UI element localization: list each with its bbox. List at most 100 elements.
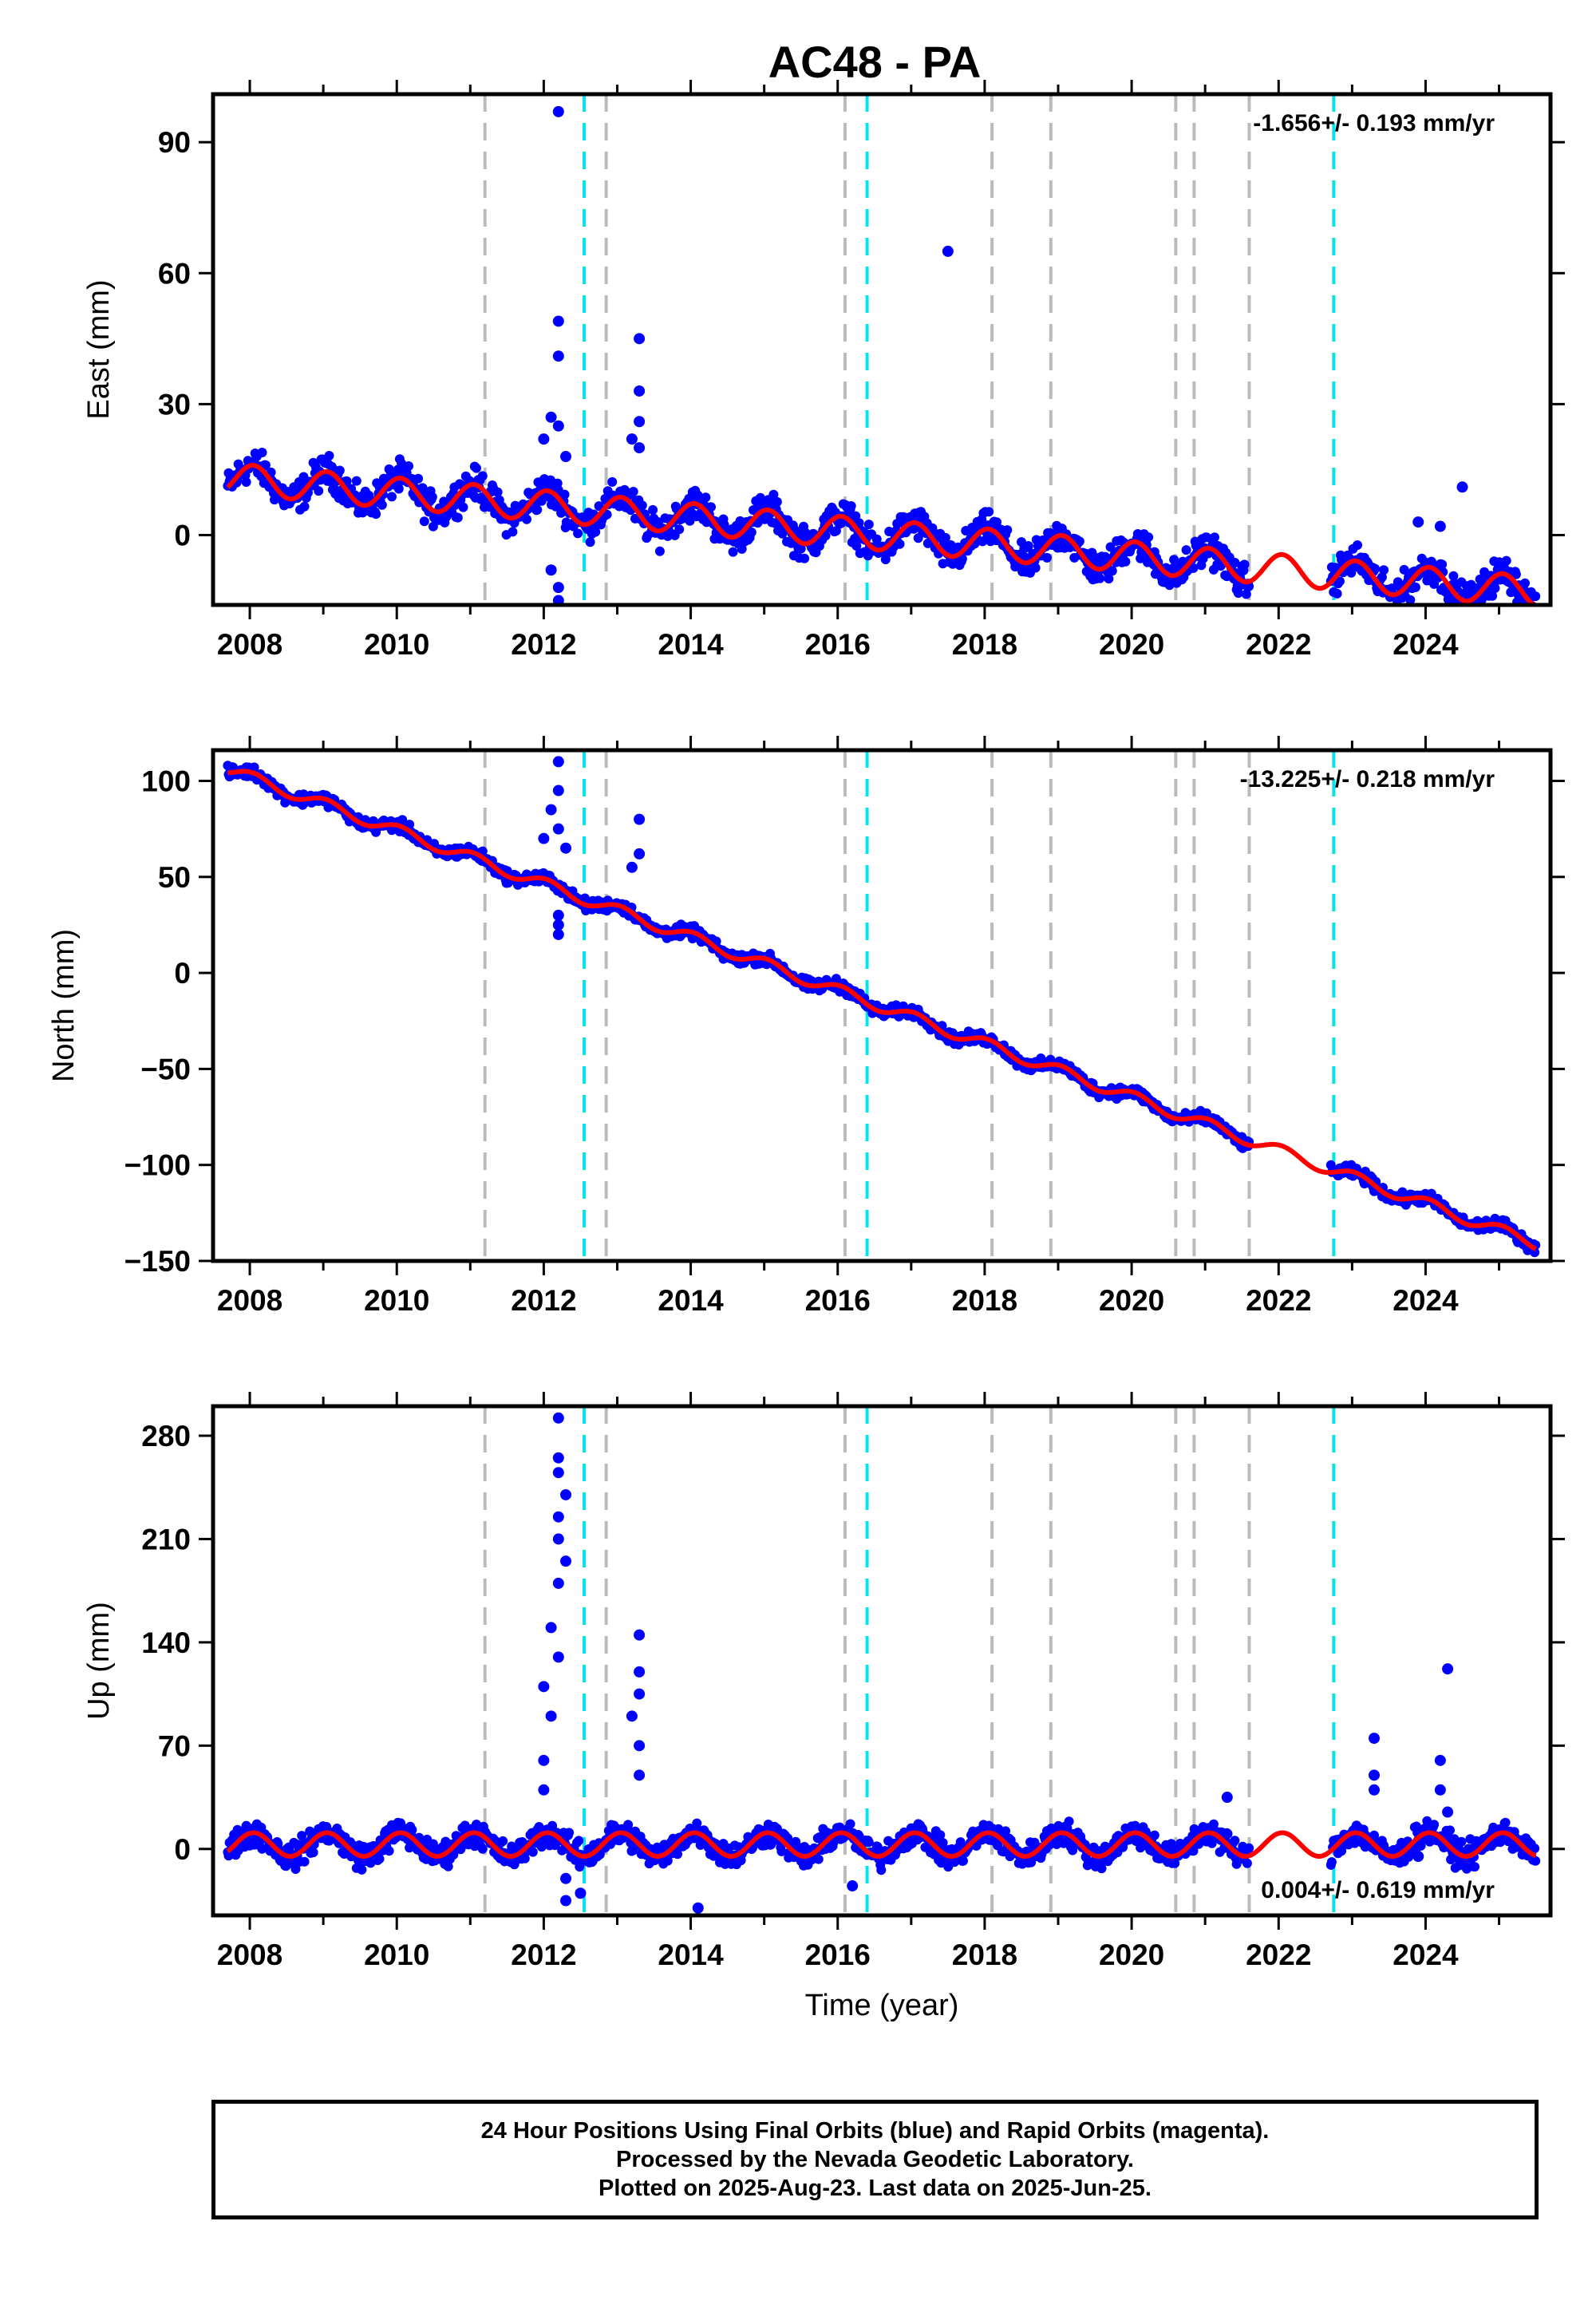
data-point [1332,588,1342,599]
data-point [573,528,583,539]
velocity-annotation: -13.225+/- 0.218 mm/yr [1240,766,1495,792]
x-tick-label: 2020 [1099,1284,1164,1317]
data-point [1002,525,1013,536]
data-point [1120,556,1131,567]
data-point [938,1838,948,1848]
outlier-point [692,1902,704,1914]
data-point [1188,1846,1199,1856]
outlier-point [552,1577,564,1589]
outlier-point [552,105,564,117]
data-point [575,1862,585,1872]
data-point [290,1864,301,1874]
panel-data-group [223,750,1541,1261]
data-point [428,1839,438,1849]
data-point [863,1837,874,1848]
y-tick-label: 100 [141,765,191,797]
x-tick-label: 2010 [364,1939,429,1971]
panel-up: 2008 2010 2012 2014 2016 2018 2020 2022 2024 0 70 1… [82,1392,1565,2022]
panel-east: 2008 2010 2012 2014 2016 2018 2020 2022 2024 0 30 6… [82,80,1565,661]
data-point [508,527,518,537]
outlier-point [1442,1806,1454,1818]
data-point [371,509,381,520]
outlier-point [545,1622,557,1634]
outlier-point [1434,520,1446,532]
outlier-point [634,442,646,454]
data-point [407,1824,417,1835]
panel-north: 2008 2010 2012 2014 2016 2018 2020 2022 2024 −150… [47,736,1565,1317]
data-point [1500,1817,1511,1828]
data-point [413,473,424,484]
y-tick-label: −100 [124,1149,191,1182]
data-point [1001,1826,1011,1836]
model-curve [226,1830,1537,1859]
data-point [673,1849,682,1860]
data-point [299,501,310,512]
data-point [1023,541,1033,551]
outlier-point [560,451,572,463]
data-point [845,1819,855,1829]
x-tick-label: 2016 [805,1939,871,1971]
outlier-point [560,1895,572,1907]
data-point [768,489,779,500]
x-tick-label: 2012 [511,1939,576,1971]
data-point [957,554,967,564]
x-tick-label: 2010 [364,1284,429,1317]
x-tick-label: 2020 [1099,628,1164,661]
outlier-point [1412,1851,1424,1863]
plot-frame [211,92,1553,607]
data-point [472,463,481,473]
data-point [374,1854,385,1864]
outlier-point [1442,1663,1454,1675]
data-point [955,1837,966,1848]
data-point [1242,1858,1252,1868]
data-point [1223,1828,1233,1839]
data-point [935,1830,946,1840]
outlier-point [552,420,564,432]
data-point [308,1848,318,1858]
data-point [637,500,647,511]
data-point [299,1856,310,1867]
outlier-point [560,1872,572,1884]
data-point [1042,552,1052,563]
data-point [1181,545,1191,555]
y-axis-label: East (mm) [82,279,116,419]
data-point [591,527,601,537]
outlier-point [634,848,646,860]
outlier-point [634,813,646,825]
outlier-point [626,861,638,873]
outlier-point [1434,1784,1446,1796]
data-point [863,520,874,530]
data-point [607,476,618,487]
data-points-group [223,105,1541,619]
data-point [241,477,251,487]
y-tick-label: 60 [158,257,191,290]
data-point [498,1836,508,1846]
data-point [958,1856,968,1866]
outlier-point [552,1533,564,1545]
y-tick-label: 0 [174,1833,191,1866]
data-point [1104,574,1114,584]
outlier-point [552,919,564,931]
x-tick-label: 2010 [364,628,429,661]
data-point [477,1844,488,1854]
data-point [384,1846,394,1856]
outlier-point [634,1769,646,1781]
data-point [1095,573,1105,583]
data-points-group [223,756,1541,1258]
panel-data-group [223,94,1541,619]
data-point [297,1831,307,1841]
data-point [1520,578,1530,588]
y-tick-label: 70 [158,1729,191,1762]
data-point [872,1842,883,1852]
x-tick-label: 2012 [511,628,576,661]
data-point [1188,563,1199,573]
plot-frame [211,1404,1553,1918]
outlier-point [552,1452,564,1464]
x-tick-label: 2014 [658,1284,724,1317]
data-point [1456,1836,1467,1847]
data-point [1445,1825,1455,1836]
data-point [1437,559,1448,570]
data-point [1377,572,1387,583]
data-point [1454,609,1464,619]
data-point [895,539,905,549]
